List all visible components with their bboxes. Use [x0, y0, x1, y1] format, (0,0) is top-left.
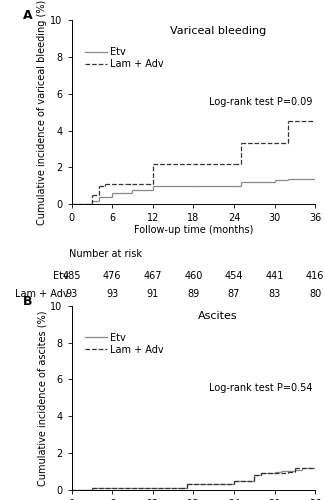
- Legend: Etv, Lam + Adv: Etv, Lam + Adv: [81, 44, 168, 73]
- Text: 91: 91: [147, 289, 159, 299]
- Text: 87: 87: [228, 289, 240, 299]
- Text: Lam + Adv: Lam + Adv: [16, 289, 69, 299]
- Text: 89: 89: [187, 289, 200, 299]
- Text: Log-rank test P=0.09: Log-rank test P=0.09: [209, 98, 313, 108]
- Y-axis label: Cumulative incidence of variceal bleeding (%): Cumulative incidence of variceal bleedin…: [37, 0, 47, 225]
- Legend: Etv, Lam + Adv: Etv, Lam + Adv: [81, 329, 168, 358]
- Text: 454: 454: [225, 270, 243, 280]
- Y-axis label: Cumulative incidence of ascites (%): Cumulative incidence of ascites (%): [37, 310, 47, 486]
- Text: Log-rank test P=0.54: Log-rank test P=0.54: [209, 383, 313, 393]
- Text: Etv: Etv: [53, 270, 69, 280]
- Text: 485: 485: [62, 270, 81, 280]
- Text: Number at risk: Number at risk: [69, 248, 142, 258]
- Text: Ascites: Ascites: [198, 311, 238, 321]
- Text: 441: 441: [266, 270, 284, 280]
- Text: 83: 83: [268, 289, 281, 299]
- Text: 476: 476: [103, 270, 121, 280]
- X-axis label: Follow-up time (months): Follow-up time (months): [134, 224, 253, 234]
- Text: B: B: [23, 294, 32, 308]
- Text: Variceal bleeding: Variceal bleeding: [170, 26, 266, 36]
- Text: 416: 416: [306, 270, 324, 280]
- Text: 93: 93: [65, 289, 78, 299]
- Text: A: A: [23, 9, 32, 22]
- Text: 93: 93: [106, 289, 118, 299]
- Text: 460: 460: [184, 270, 202, 280]
- Text: 80: 80: [309, 289, 321, 299]
- Text: 467: 467: [144, 270, 162, 280]
